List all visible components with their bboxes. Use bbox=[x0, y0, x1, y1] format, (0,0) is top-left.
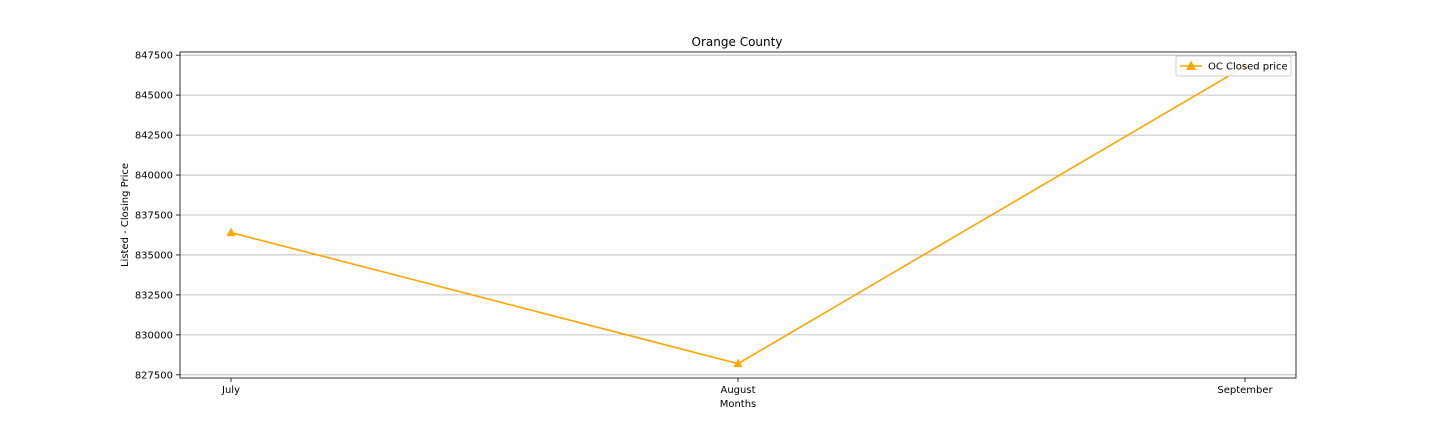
x-axis: July August September bbox=[221, 378, 1274, 396]
legend-triangle-marker bbox=[1186, 60, 1196, 70]
legend-label: OC Closed price bbox=[1208, 62, 1288, 73]
y-tick-label: 840000 bbox=[135, 171, 173, 182]
plot-frame bbox=[179, 51, 1297, 379]
y-tick-label: 827500 bbox=[135, 370, 173, 381]
x-tick-label: July bbox=[221, 385, 240, 396]
legend: OC Closed price bbox=[1175, 55, 1292, 77]
x-axis-label: Months bbox=[720, 399, 757, 410]
y-axis-label: Listed - Closing Price bbox=[120, 163, 131, 267]
legend-box bbox=[1175, 55, 1292, 77]
plot-series bbox=[226, 61, 1250, 368]
x-tick-label: August bbox=[721, 385, 756, 396]
y-tick-label: 830000 bbox=[135, 330, 173, 341]
y-tick-label: 847500 bbox=[135, 51, 173, 62]
x-tick-label: September bbox=[1217, 385, 1273, 396]
y-axis: 827500 830000 832500 835000 837500 840000 8425… bbox=[135, 51, 180, 381]
y-tick-label: 842500 bbox=[135, 131, 173, 142]
data-point-marker bbox=[733, 358, 743, 368]
chart-title: Orange County bbox=[692, 35, 783, 49]
grid-lines bbox=[180, 54, 1296, 376]
y-tick-label: 832500 bbox=[135, 290, 173, 301]
y-tick-label: 835000 bbox=[135, 250, 173, 261]
y-tick-label: 845000 bbox=[135, 91, 173, 102]
data-point-marker bbox=[226, 227, 236, 237]
y-tick-label: 837500 bbox=[135, 211, 173, 222]
